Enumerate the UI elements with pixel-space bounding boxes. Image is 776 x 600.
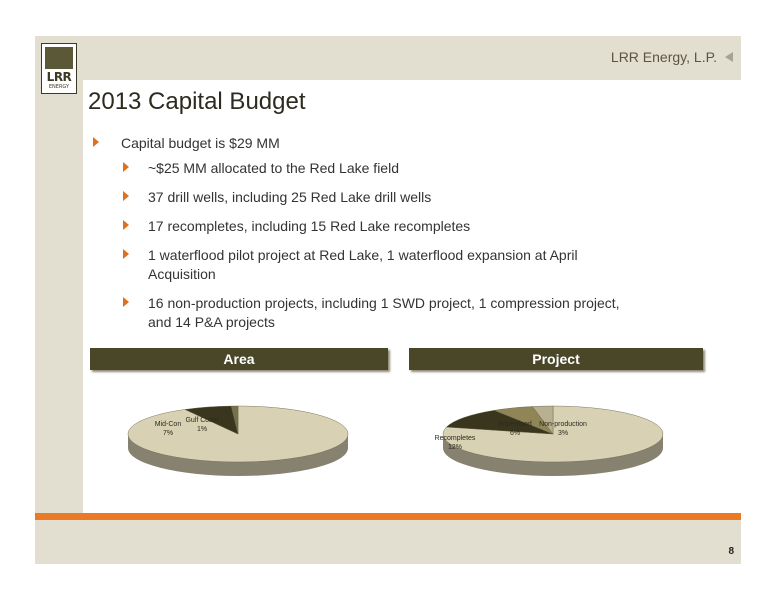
bullet-arrow-icon	[123, 162, 129, 172]
bullet-sub: ~$25 MM allocated to the Red Lake field	[93, 159, 643, 178]
pie-label-waterflood: Waterflood	[498, 421, 532, 428]
bullet-sub-text: 16 non-production projects, including 1 …	[148, 295, 620, 330]
pie-label-recompletes: Recompletes	[435, 435, 476, 442]
bullet-arrow-icon	[123, 297, 129, 307]
bullet-arrow-icon	[123, 191, 129, 201]
bullet-sub-text: 37 drill wells, including 25 Red Lake dr…	[148, 189, 432, 205]
pie-side-permian	[128, 434, 348, 476]
pie-value-waterflood: 6%	[510, 430, 520, 437]
pie-side	[128, 434, 348, 476]
bullet-sub: 17 recompletes, including 15 Red Lake re…	[93, 217, 643, 236]
logo-mark-icon	[45, 47, 73, 69]
bullet-sub-text: 1 waterflood pilot project at Red Lake, …	[148, 247, 578, 282]
logo-text: LRR	[46, 70, 72, 84]
page-number: 8	[728, 546, 734, 557]
pie-value-non-production: 3%	[558, 430, 568, 437]
bullet-sub: 37 drill wells, including 25 Red Lake dr…	[93, 188, 643, 207]
pie-slice-recompletes	[445, 410, 554, 435]
slide: LRR ENERGY LRR Energy, L.P. 2013 Capital…	[35, 36, 741, 564]
pie-label-mid-con: Mid-Con	[155, 421, 182, 428]
slide-title: 2013 Capital Budget	[88, 88, 306, 115]
bullet-sub-text: 17 recompletes, including 15 Red Lake re…	[148, 218, 471, 234]
bullet-list: Capital budget is $29 MM ~$25 MM allocat…	[93, 134, 693, 342]
bullet-sub-text: ~$25 MM allocated to the Red Lake field	[148, 160, 399, 176]
company-logo: LRR ENERGY	[41, 43, 77, 94]
bullet-arrow-icon	[123, 249, 129, 259]
bullet-sub: 1 waterflood pilot project at Red Lake, …	[93, 246, 643, 284]
footer-stripe	[35, 513, 741, 520]
pie-slice-non-production	[532, 405, 554, 435]
pie-side	[443, 434, 663, 476]
pie-value-mid-con: 7%	[163, 430, 173, 437]
company-name: LRR Energy, L.P.	[610, 49, 717, 65]
back-arrow-icon[interactable]	[725, 52, 733, 62]
bullet-arrow-icon	[123, 220, 129, 230]
pie-value-recompletes: 12%	[448, 444, 462, 451]
project-chart-header: Project	[409, 348, 703, 370]
bullet-main-text: Capital budget is $29 MM	[121, 135, 280, 151]
bullet-main: Capital budget is $29 MM	[93, 134, 693, 152]
pie-side-drilling	[443, 434, 663, 476]
bullet-sub: 16 non-production projects, including 1 …	[93, 294, 643, 332]
pie-value-gulf-coast: 1%	[197, 426, 207, 433]
pie-label-non-production: Non-production	[539, 421, 587, 428]
pie-label-gulf-coast: Gulf Coast	[185, 417, 218, 424]
bullet-arrow-icon	[93, 137, 99, 147]
area-chart-header: Area	[90, 348, 388, 370]
logo-subtext: ENERGY	[48, 84, 70, 90]
project-pie-chart: Drilling79%Recompletes12%Waterflood6%Non…	[435, 405, 664, 476]
pie-slice-gulf-coast	[230, 405, 239, 435]
